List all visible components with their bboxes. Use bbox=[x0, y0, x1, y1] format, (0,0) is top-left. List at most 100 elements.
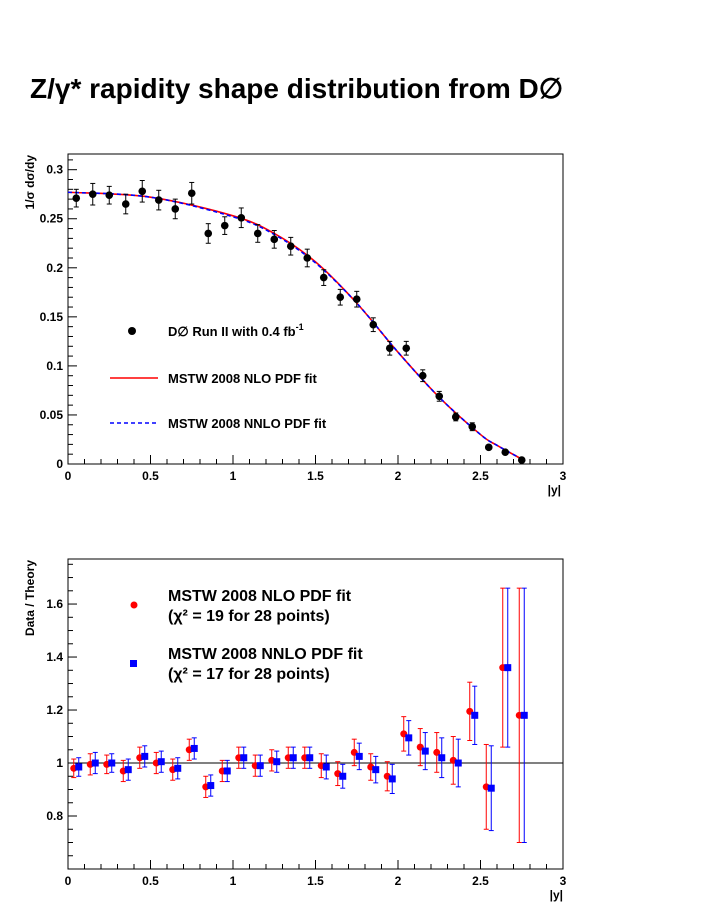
nnlo-ratio-point bbox=[372, 766, 380, 774]
top-legend: D∅ Run II with 0.4 fb-1 MSTW 2008 NLO PD… bbox=[110, 322, 327, 431]
bottom-plot-frame bbox=[67, 558, 564, 870]
nnlo-ratio-point bbox=[256, 762, 264, 770]
data-point bbox=[88, 190, 97, 199]
page-title: Z/γ* rapidity shape distribution from D∅ bbox=[30, 73, 563, 104]
top-axis-ticks: 0 0.5 1 1.5 2 2.5 3 0 0.05 0.1 0.15 0.2 0.25 0.3 bbox=[40, 159, 567, 483]
data-point bbox=[220, 221, 229, 230]
x-tick-label: 0 bbox=[65, 469, 72, 483]
nnlo-ratio-point bbox=[471, 711, 479, 719]
x-tick-label: 0 bbox=[65, 874, 72, 888]
bottom-axis-ticks: 0 0.5 1 1.5 2 2.5 3 0.8 1 1.2 1.4 1.6 bbox=[46, 563, 567, 888]
top-y-axis-label: 1/σ dσ/dy bbox=[23, 155, 37, 210]
data-point bbox=[517, 456, 526, 464]
y-tick-label: 0.05 bbox=[40, 408, 64, 422]
y-tick-label: 1.4 bbox=[46, 650, 63, 664]
x-tick-label: 2 bbox=[395, 874, 402, 888]
y-tick-label: 0.8 bbox=[46, 809, 63, 823]
x-tick-label: 3 bbox=[560, 874, 567, 888]
legend-nlo-marker bbox=[130, 601, 138, 609]
data-point bbox=[204, 229, 213, 238]
data-point bbox=[138, 187, 147, 196]
nnlo-ratio-point bbox=[405, 734, 413, 742]
data-point bbox=[418, 371, 427, 380]
data-point bbox=[105, 191, 114, 200]
data-point bbox=[303, 254, 312, 262]
legend-nnlo-label: MSTW 2008 NNLO PDF fit bbox=[168, 416, 327, 431]
bottom-legend: MSTW 2008 NLO PDF fit (χ² = 19 for 28 po… bbox=[130, 588, 363, 683]
x-tick-label: 0.5 bbox=[142, 874, 159, 888]
data-point bbox=[352, 295, 361, 303]
data-point bbox=[154, 196, 163, 204]
nnlo-ratio-point bbox=[289, 754, 297, 762]
x-tick-label: 0.5 bbox=[142, 469, 159, 483]
bottom-x-axis-label: |y| bbox=[550, 888, 563, 902]
x-tick-label: 1 bbox=[230, 469, 237, 483]
nnlo-ratio-point bbox=[487, 784, 495, 792]
x-tick-label: 1.5 bbox=[307, 874, 324, 888]
legend-data-marker bbox=[128, 327, 136, 335]
data-point bbox=[435, 392, 444, 401]
y-tick-label: 1.6 bbox=[46, 597, 63, 611]
nnlo-ratio-point bbox=[190, 744, 198, 752]
top-data-points bbox=[72, 179, 526, 464]
nnlo-ratio-point bbox=[306, 754, 314, 762]
y-tick-label: 0.1 bbox=[46, 359, 63, 373]
nnlo-ratio-point bbox=[504, 664, 512, 672]
nnlo-ratio-point bbox=[174, 764, 182, 772]
nnlo-ratio-point bbox=[421, 747, 429, 755]
nnlo-ratio-point bbox=[454, 759, 462, 767]
y-tick-label: 0.2 bbox=[46, 261, 63, 275]
data-point bbox=[385, 344, 394, 353]
nnlo-ratio-point bbox=[91, 759, 99, 767]
y-tick-label: 0.25 bbox=[40, 212, 64, 226]
top-panel: 0 0.5 1 1.5 2 2.5 300.050.10.150.20.250.3 |y| … bbox=[23, 153, 567, 497]
x-tick-label: 2 bbox=[395, 469, 402, 483]
x-tick-label: 1 bbox=[230, 874, 237, 888]
legend-nnlo-label: MSTW 2008 NNLO PDF fit bbox=[168, 646, 363, 663]
data-point bbox=[253, 229, 262, 238]
nnlo-ratio-point bbox=[223, 767, 231, 775]
nnlo-ratio-point bbox=[108, 759, 116, 767]
bottom-panel: 0 0.5 1 1.5 2 2.5 3 0.8 1 1.2 1.4 1.6 |y| Data / Th… bbox=[23, 558, 567, 902]
legend-nnlo-chi2: (χ² = 17 for 28 points) bbox=[168, 666, 330, 683]
data-point bbox=[402, 344, 411, 353]
nlo-ratio-point bbox=[433, 748, 441, 756]
data-point bbox=[171, 205, 180, 213]
nnlo-ratio-point bbox=[520, 711, 528, 719]
data-point bbox=[451, 413, 460, 421]
data-point bbox=[270, 235, 279, 244]
x-tick-label: 1.5 bbox=[307, 469, 324, 483]
bottom-data-points bbox=[70, 587, 528, 844]
data-point bbox=[72, 194, 81, 202]
legend-nlo-chi2: (χ² = 19 for 28 points) bbox=[168, 608, 330, 625]
y-tick-label: 1.2 bbox=[46, 703, 63, 717]
nnlo-ratio-point bbox=[339, 772, 347, 780]
top-x-axis-label: |y| bbox=[548, 483, 561, 497]
nnlo-ratio-point bbox=[355, 752, 363, 760]
y-tick-label: 1 bbox=[56, 756, 63, 770]
data-point bbox=[468, 422, 477, 431]
data-point bbox=[501, 448, 510, 457]
data-point bbox=[187, 189, 196, 198]
nnlo-ratio-point bbox=[240, 754, 248, 762]
data-point bbox=[319, 273, 328, 282]
nnlo-ratio-point bbox=[157, 758, 165, 766]
nnlo-ratio-point bbox=[75, 763, 83, 771]
nnlo-ratio-point bbox=[124, 766, 132, 774]
data-point bbox=[484, 443, 493, 452]
data-point bbox=[286, 242, 295, 251]
x-tick-label: 2.5 bbox=[472, 874, 489, 888]
nnlo-ratio-point bbox=[207, 782, 215, 790]
y-tick-label: 0.15 bbox=[40, 310, 64, 324]
bottom-y-axis-label: Data / Theory bbox=[23, 560, 37, 636]
nnlo-ratio-point bbox=[141, 752, 149, 760]
y-tick-label: 0 bbox=[56, 457, 63, 471]
data-point bbox=[336, 293, 345, 302]
nnlo-ratio-point bbox=[388, 775, 396, 783]
nnlo-ratio-point bbox=[322, 763, 330, 771]
y-tick-label: 0.3 bbox=[46, 163, 63, 177]
nnlo-ratio-point bbox=[273, 758, 281, 766]
data-point bbox=[121, 200, 130, 208]
nnlo-ratio-point bbox=[438, 754, 446, 762]
